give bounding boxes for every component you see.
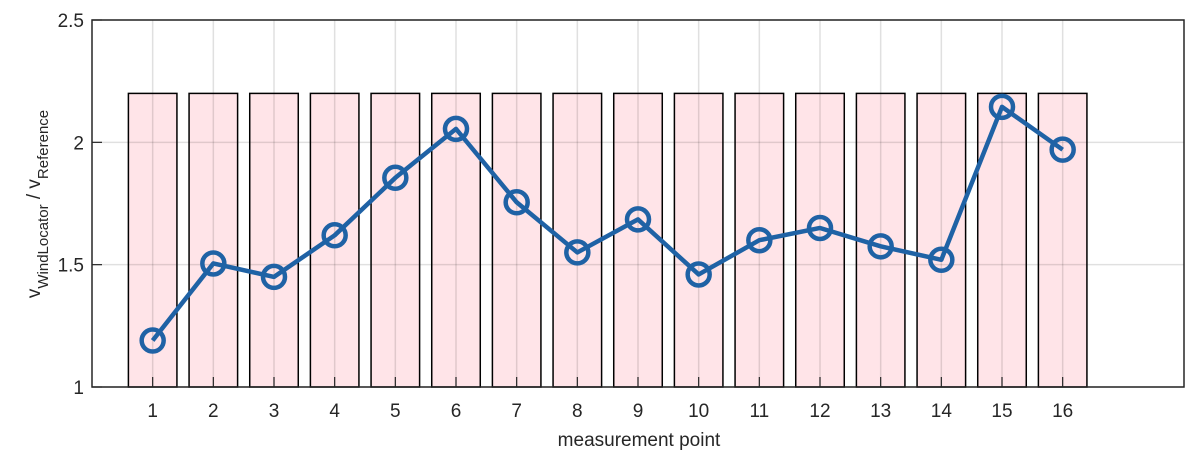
x-tick-label: 3 [269, 401, 280, 422]
bar [916, 92, 967, 388]
bar [309, 92, 360, 388]
y-tick-label: 1.5 [58, 256, 84, 277]
x-axis-label: measurement point [558, 430, 721, 451]
y-label-part: v [24, 288, 45, 298]
x-tick-label: 16 [1052, 401, 1073, 422]
plot-frame [91, 19, 1185, 388]
y-tick-label: 2 [73, 133, 84, 154]
y-label-sub: WindLocator [35, 204, 52, 288]
marker [382, 164, 409, 192]
line [150, 104, 1064, 342]
marker [988, 93, 1016, 121]
marker [139, 327, 166, 354]
x-tick-label: 8 [572, 401, 583, 422]
bar [1037, 92, 1088, 388]
marker [685, 261, 712, 288]
x-tick-label: 7 [511, 401, 522, 422]
x-tick-label: 12 [809, 401, 830, 422]
bar [248, 92, 300, 388]
y-label-part: / v [24, 179, 45, 205]
marker [928, 246, 955, 274]
marker [624, 206, 652, 233]
x-tick-label: 15 [991, 401, 1012, 422]
x-tick-label: 10 [688, 401, 709, 422]
marker [260, 263, 288, 291]
x-tick-label: 2 [208, 401, 219, 422]
y-label-sub: Reference [35, 110, 52, 179]
bar [673, 92, 724, 388]
x-tick-label: 11 [749, 401, 769, 422]
y-tick-label: 1 [73, 378, 84, 399]
y-axis-label: vWindLocator / vReference [24, 110, 52, 298]
marker [564, 239, 591, 266]
y-tick-label: 2.5 [58, 11, 84, 32]
marker [200, 250, 227, 277]
marker [321, 222, 348, 249]
x-tick-label: 13 [870, 401, 891, 422]
x-tick-label: 6 [451, 401, 462, 422]
marker [746, 226, 773, 254]
marker [1049, 136, 1076, 163]
marker [806, 214, 834, 242]
marker [867, 233, 894, 260]
bar [188, 92, 239, 388]
marker [503, 189, 530, 216]
x-tick-label: 9 [633, 401, 644, 422]
x-tick-label: 14 [931, 401, 953, 422]
marker [442, 115, 470, 143]
x-tick-label: 5 [390, 401, 401, 422]
x-tick-label: 1 [147, 401, 158, 422]
x-tick-label: 4 [329, 401, 340, 422]
